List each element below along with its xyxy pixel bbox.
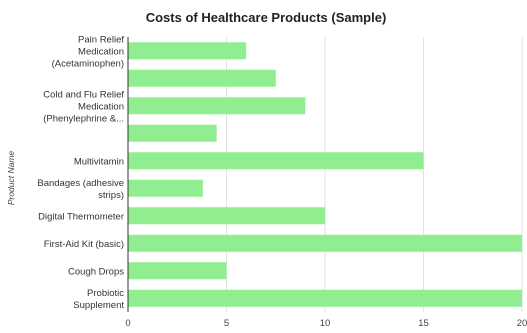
x-tick-label: 0	[125, 318, 130, 329]
bar	[128, 152, 424, 170]
x-tick-label: 10	[320, 318, 331, 329]
category-label-line: Digital Thermometer	[38, 211, 124, 222]
bar	[128, 234, 522, 252]
category-label-line: Medication	[78, 46, 124, 57]
y-axis-label: Product Name	[6, 151, 16, 206]
x-tick-label: 5	[224, 318, 229, 329]
category-label: Bandages (adhesive strips)	[37, 178, 124, 201]
category-label: Cold and Flu Relief Medication (Phenylephr…	[43, 89, 124, 124]
bar	[128, 207, 325, 225]
bar	[128, 42, 247, 60]
x-tick-label: 15	[418, 318, 429, 329]
bars	[128, 42, 522, 307]
bar	[128, 97, 306, 115]
category-label-line: strips)	[98, 190, 124, 201]
category-label: First-Aid Kit (basic)	[44, 239, 124, 250]
category-label: Multivitamin	[74, 156, 124, 167]
category-labels: Pain Relief Medication (Acetaminophen)Cold…	[37, 34, 124, 311]
category-label: Probiotic Supplement	[73, 288, 124, 311]
bar	[128, 69, 276, 87]
category-label-line: Bandages (adhesive	[37, 178, 124, 189]
bar	[128, 124, 217, 142]
bar	[128, 179, 203, 197]
category-label: Cough Drops	[68, 266, 124, 277]
x-tick-label: 20	[517, 318, 527, 329]
category-label-line: Medication	[78, 101, 124, 112]
chart-title: Costs of Healthcare Products (Sample)	[146, 10, 387, 25]
category-label-line: (Phenylephrine &...	[43, 113, 124, 124]
bar	[128, 289, 522, 307]
category-label-line: Probiotic	[87, 288, 124, 299]
category-label-line: Multivitamin	[74, 156, 124, 167]
category-label: Digital Thermometer	[38, 211, 124, 222]
category-label: Pain Relief Medication (Acetaminophen)	[52, 34, 125, 69]
category-label-line: First-Aid Kit (basic)	[44, 239, 124, 250]
category-label-line: Cough Drops	[68, 266, 124, 277]
category-label-line: Supplement	[73, 300, 124, 311]
bar	[128, 262, 227, 280]
category-label-line: Pain Relief	[78, 34, 124, 45]
category-label-line: Cold and Flu Relief	[43, 89, 124, 100]
category-label-line: (Acetaminophen)	[52, 58, 124, 69]
x-axis-ticks: 0 5 10 15 20	[125, 318, 527, 329]
